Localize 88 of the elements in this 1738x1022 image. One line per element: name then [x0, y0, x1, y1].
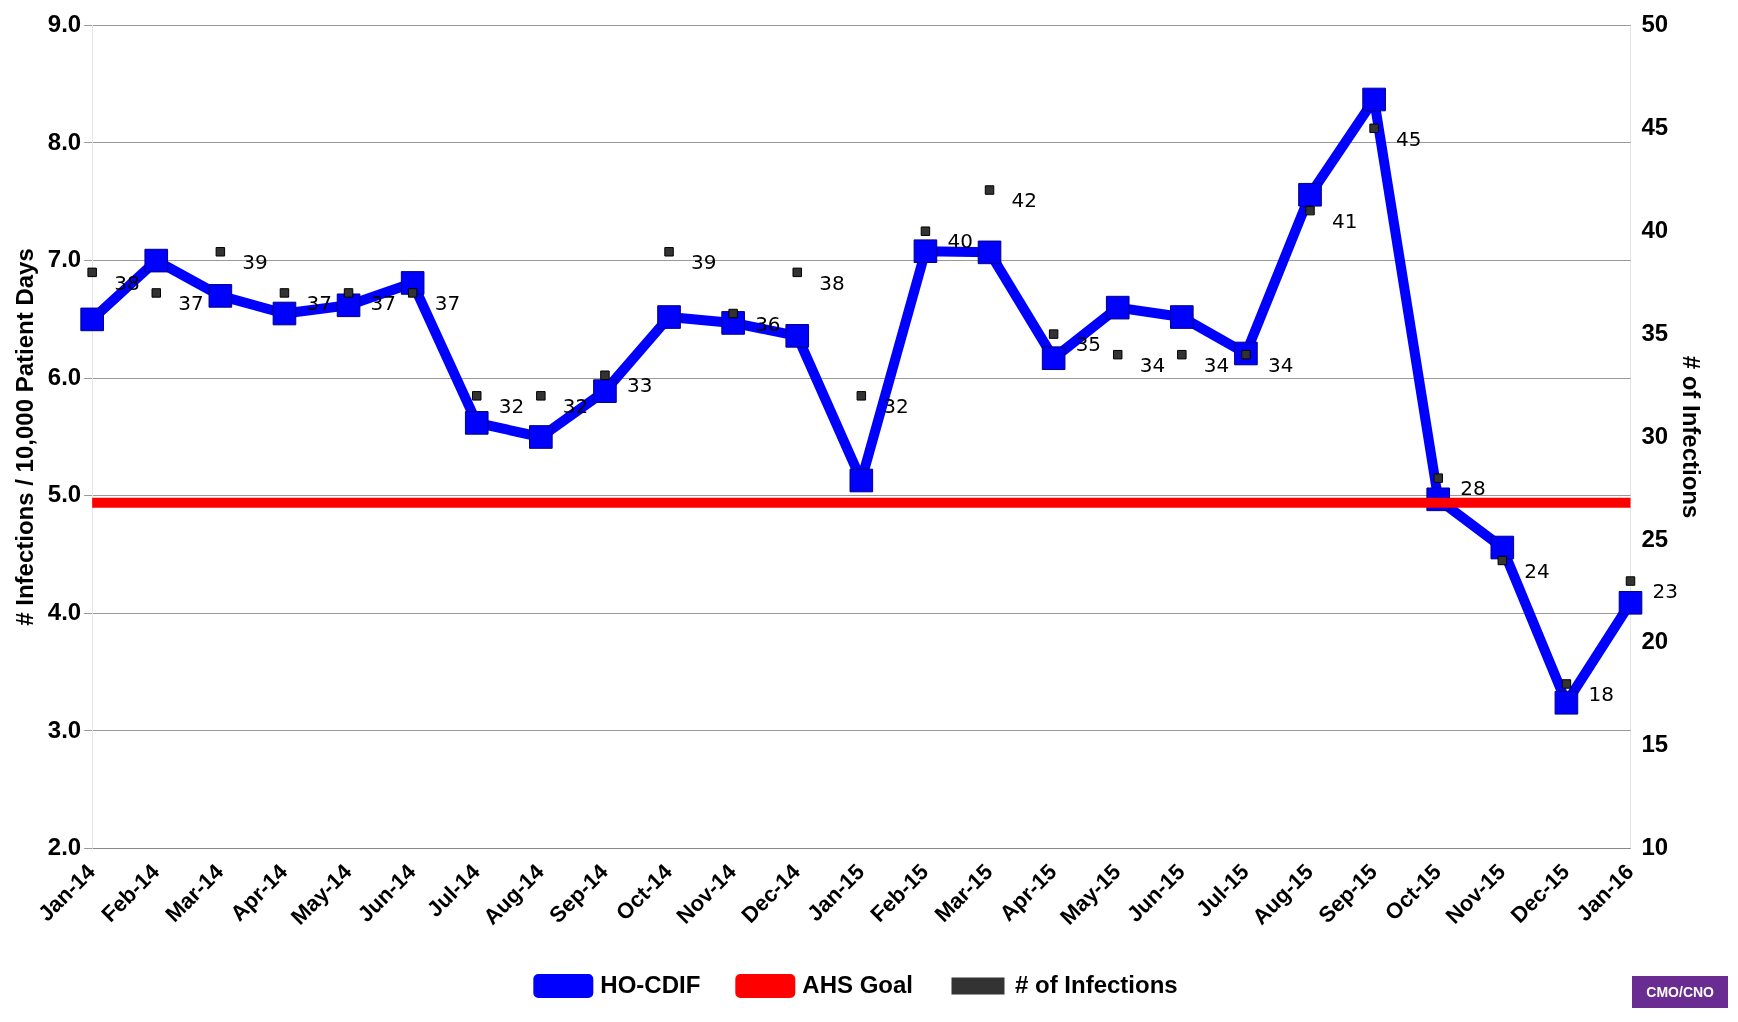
point	[1490, 535, 1515, 560]
data-label: 35	[1075, 332, 1102, 357]
y-tick-label: 9.0	[47, 10, 82, 38]
point	[343, 288, 354, 298]
point	[849, 468, 874, 493]
point	[1112, 349, 1123, 360]
data-label: 34	[1139, 352, 1166, 377]
point	[1362, 87, 1386, 112]
point	[215, 247, 226, 257]
data-label: 42	[1011, 188, 1037, 213]
point	[1305, 205, 1315, 216]
point	[472, 391, 482, 401]
point	[1177, 349, 1187, 360]
point	[1618, 590, 1643, 615]
legend-label: # of Infections	[1014, 970, 1178, 998]
data-label: 23	[1652, 579, 1678, 604]
point	[208, 284, 233, 308]
y-tick-label: 5.0	[47, 480, 82, 508]
point	[1625, 576, 1636, 586]
point	[464, 411, 489, 435]
point	[664, 247, 674, 257]
y-tick-label: 4.0	[47, 598, 82, 626]
y2-tick-label: 15	[1641, 730, 1669, 758]
y2-tick-label: 10	[1641, 833, 1669, 861]
point	[1048, 329, 1059, 339]
legend-label: AHS Goal	[802, 970, 913, 998]
y-tick-label: 7.0	[47, 245, 82, 273]
y-tick-label: 6.0	[47, 362, 82, 390]
y2-tick-label: 35	[1641, 318, 1669, 346]
point	[1298, 182, 1322, 207]
y-axis-title: # Infections / 10,000 Patient Days	[11, 248, 39, 626]
data-label: 38	[819, 270, 845, 295]
y2-axis-title: # of Infections	[1677, 355, 1705, 519]
point	[785, 324, 810, 348]
point	[536, 391, 546, 401]
legend-label: HO-CDIF	[600, 970, 701, 998]
point	[728, 308, 738, 319]
text: CMO/CNO	[1632, 976, 1728, 1008]
point	[1170, 305, 1194, 329]
data-label: 39	[242, 249, 268, 274]
data-label: 39	[691, 249, 717, 274]
data-label: 28	[1460, 476, 1486, 501]
y2-tick-label: 25	[1641, 524, 1669, 552]
point	[913, 239, 938, 263]
y2-tick-label: 40	[1641, 215, 1669, 243]
point	[1561, 679, 1572, 689]
point	[407, 288, 418, 298]
data-label: 41	[1332, 208, 1358, 233]
point	[1105, 295, 1130, 320]
y2-tick-label: 20	[1641, 627, 1669, 655]
point	[144, 248, 169, 273]
data-label: 34	[1203, 352, 1230, 377]
data-label: 32	[498, 394, 525, 419]
point	[272, 301, 297, 326]
point	[87, 267, 97, 278]
data-label: 34	[1267, 352, 1294, 377]
y-tick-label: 3.0	[47, 715, 82, 743]
point	[600, 370, 610, 380]
data-label: 24	[1524, 558, 1550, 583]
point	[1497, 555, 1508, 566]
point	[1369, 123, 1379, 134]
y2-tick-label: 30	[1641, 421, 1669, 449]
y2-tick-label: 45	[1641, 112, 1669, 140]
point	[529, 425, 553, 449]
point	[657, 305, 681, 329]
point	[920, 226, 931, 236]
point	[80, 307, 104, 332]
data-label: 40	[947, 229, 973, 254]
data-label: 37	[178, 291, 204, 316]
point	[336, 293, 361, 318]
point	[1041, 346, 1066, 371]
data-label: 45	[1396, 126, 1422, 151]
point	[1554, 690, 1579, 715]
point	[856, 391, 867, 401]
data-label: 33	[626, 373, 653, 398]
point	[984, 185, 995, 195]
data-label: 37	[434, 291, 461, 316]
point	[792, 267, 802, 278]
point	[1433, 473, 1443, 483]
data-label: 18	[1588, 682, 1614, 707]
data-label: 37	[370, 291, 397, 316]
point	[977, 240, 1002, 265]
point	[279, 288, 290, 298]
y-tick-label: 2.0	[47, 833, 82, 861]
y2-tick-label: 50	[1641, 10, 1669, 38]
point	[151, 288, 161, 298]
point	[593, 379, 617, 403]
y-tick-label: 8.0	[47, 127, 82, 155]
